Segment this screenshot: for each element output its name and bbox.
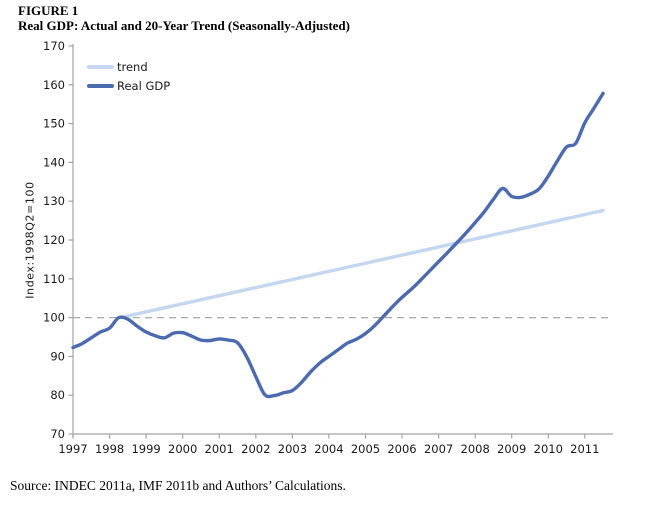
figure-label: FIGURE 1 bbox=[18, 3, 79, 18]
legend-item-trend: trend bbox=[87, 57, 170, 76]
y-tick-label: 80 bbox=[50, 388, 65, 402]
y-tick-label: 170 bbox=[43, 39, 65, 53]
x-tick-label: 2006 bbox=[387, 442, 416, 456]
x-tick-label: 2004 bbox=[314, 442, 343, 456]
real-gdp-line-swatch bbox=[87, 83, 114, 88]
x-tick-label: 2003 bbox=[278, 442, 307, 456]
x-tick-label: 2005 bbox=[351, 442, 380, 456]
source-note: Source: INDEC 2011a, IMF 2011b and Autho… bbox=[10, 478, 346, 493]
x-tick-label: 2009 bbox=[497, 442, 526, 456]
y-tick-label: 140 bbox=[43, 155, 65, 169]
x-tick-label: 2002 bbox=[241, 442, 270, 456]
y-tick-label: 100 bbox=[43, 311, 65, 325]
x-tick-label: 2010 bbox=[534, 442, 563, 456]
x-tick-label: 2001 bbox=[205, 442, 234, 456]
figure-title: Real GDP: Actual and 20-Year Trend (Seas… bbox=[18, 18, 350, 33]
series-line-trend bbox=[118, 208, 605, 320]
x-tick-label: 2008 bbox=[461, 442, 490, 456]
y-tick-label: 120 bbox=[43, 233, 65, 247]
y-tick-label: 150 bbox=[43, 117, 65, 131]
legend-label-trend: trend bbox=[117, 59, 148, 74]
y-tick-label: 70 bbox=[50, 427, 65, 441]
legend-label-real-gdp: Real GDP bbox=[117, 78, 171, 93]
legend-item-real-gdp: Real GDP bbox=[87, 76, 170, 95]
trend-line-swatch bbox=[87, 64, 114, 69]
y-tick-label: 160 bbox=[43, 78, 65, 92]
y-tick-label: 110 bbox=[43, 272, 65, 286]
x-tick-label: 1999 bbox=[131, 442, 160, 456]
x-tick-label: 2000 bbox=[168, 442, 197, 456]
x-tick-label: 1997 bbox=[58, 442, 87, 456]
series-line-real-gdp bbox=[71, 91, 605, 399]
x-tick-label: 2007 bbox=[424, 442, 453, 456]
chart-legend: trend Real GDP bbox=[87, 57, 170, 95]
chart-canvas: 70 80 90 100 110 120 130 140 150 160 170 1997 1998 19… bbox=[43, 39, 613, 456]
y-axis-title: Index:1998Q2=100 bbox=[23, 181, 37, 299]
y-tick-label: 90 bbox=[50, 349, 65, 363]
x-tick-label: 2011 bbox=[570, 442, 599, 456]
x-tick-label: 1998 bbox=[95, 442, 124, 456]
figure-header: FIGURE 1 Real GDP: Actual and 20-Year Tr… bbox=[18, 3, 350, 33]
y-tick-label: 130 bbox=[43, 194, 65, 208]
